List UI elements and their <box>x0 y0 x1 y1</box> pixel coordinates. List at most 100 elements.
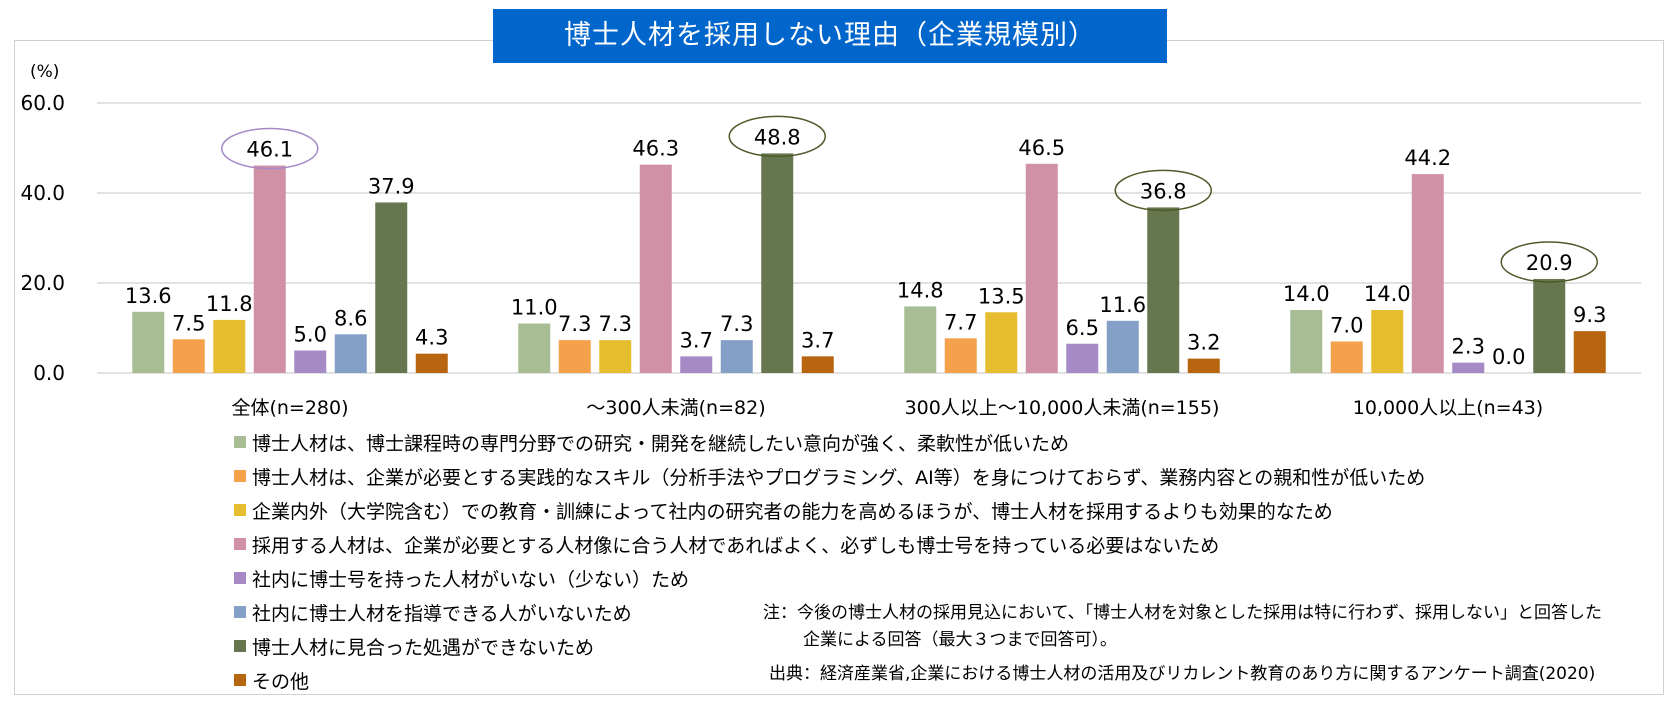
data-label: 8.6 <box>334 306 367 330</box>
source: 出典：経済産業省,企業における博士人材の活用及びリカレント教育のあり方に関するア… <box>769 664 1596 684</box>
bar-3-2 <box>944 338 977 373</box>
data-label: 5.0 <box>294 323 327 347</box>
bar-4-2 <box>1330 341 1363 373</box>
legend-label: 社内に博士人材を指導できる人がいないため <box>252 602 632 625</box>
category-label: 10,000人以上(n=43) <box>1353 397 1543 419</box>
legend-item: 博士人材は、企業が必要とする実践的なスキル（分析手法やプログラミング、AI等）を… <box>234 459 1425 493</box>
bar-4-1 <box>1290 310 1323 373</box>
bar-2-1 <box>518 323 551 373</box>
legend-label: その他 <box>252 670 310 693</box>
legend-label: 博士人材は、企業が必要とする実践的なスキル（分析手法やプログラミング、AI等）を… <box>252 466 1426 489</box>
data-label: 3.7 <box>801 328 834 352</box>
note: 注：今後の博士人材の採用見込において、「博士人材を対象とした採用は特に行わず、採… <box>763 600 1602 654</box>
data-label: 20.9 <box>1526 251 1573 275</box>
legend-label: 採用する人材は、企業が必要とする人材像に合う人材であればよく、必ずしも博士号を持… <box>252 534 1220 557</box>
data-label: 0.0 <box>1492 345 1525 369</box>
data-label: 2.3 <box>1452 335 1485 359</box>
category-label: 300人以上～10,000人未満(n=155) <box>905 397 1220 419</box>
legend-item: 博士人材に見合った処遇ができないため <box>234 629 1425 663</box>
bar-4-8 <box>1573 331 1606 373</box>
legend-item: 社内に博士人材を指導できる人がいないため <box>234 595 1425 629</box>
data-label: 7.3 <box>558 312 591 336</box>
legend: 博士人材は、博士課程時の専門分野での研究・開発を継続したい意向が強く、柔軟性が低… <box>234 425 1425 697</box>
bar-1-1 <box>132 311 165 373</box>
legend-swatch <box>234 470 246 482</box>
legend-label: 博士人材は、博士課程時の専門分野での研究・開発を継続したい意向が強く、柔軟性が低… <box>252 432 1070 455</box>
data-label: 7.3 <box>599 312 632 336</box>
data-label: 11.8 <box>206 292 253 316</box>
bar-2-3 <box>599 340 632 373</box>
data-label: 46.1 <box>246 138 293 162</box>
data-label: 4.3 <box>415 326 448 350</box>
bar-1-2 <box>172 339 205 373</box>
data-label: 14.8 <box>897 278 944 302</box>
legend-item: 社内に博士号を持った人材がいない（少ない）ため <box>234 561 1425 595</box>
legend-item: 採用する人材は、企業が必要とする人材像に合う人材であればよく、必ずしも博士号を持… <box>234 527 1425 561</box>
data-label: 11.6 <box>1099 293 1146 317</box>
data-label: 13.6 <box>125 284 172 308</box>
y-tick-label: 60.0 <box>20 91 65 115</box>
note-line-1: 注：今後の博士人材の採用見込において、「博士人材を対象とした採用は特に行わず、採… <box>763 603 1602 623</box>
bar-1-8 <box>415 353 448 373</box>
data-label: 13.5 <box>978 284 1025 308</box>
data-label: 7.3 <box>720 312 753 336</box>
legend-item: 博士人材は、博士課程時の専門分野での研究・開発を継続したい意向が強く、柔軟性が低… <box>234 425 1425 459</box>
y-tick-label: 40.0 <box>20 181 65 205</box>
note-line-2: 企業による回答（最大３つまで回答可）。 <box>803 630 1117 650</box>
bar-1-7 <box>375 202 408 373</box>
category-label: ～300人未満(n=82) <box>586 397 765 419</box>
bar-1-3 <box>213 319 246 373</box>
legend-label: 社内に博士号を持った人材がいない（少ない）ため <box>252 568 690 591</box>
highlight-ellipse <box>221 127 319 170</box>
bar-1-6 <box>334 334 367 373</box>
bar-4-7 <box>1533 278 1566 373</box>
data-label: 14.0 <box>1364 282 1411 306</box>
legend-swatch <box>234 436 246 448</box>
bar-2-4 <box>639 164 672 373</box>
bar-3-3 <box>985 312 1018 373</box>
data-label: 6.5 <box>1066 316 1099 340</box>
y-tick-label: 20.0 <box>20 271 65 295</box>
bar-3-7 <box>1147 207 1180 373</box>
bar-3-1 <box>904 306 937 373</box>
data-label: 7.5 <box>172 311 205 335</box>
bar-2-8 <box>801 356 834 373</box>
data-label: 44.2 <box>1404 146 1451 170</box>
data-label: 11.0 <box>511 296 558 320</box>
data-label: 3.2 <box>1187 331 1220 355</box>
bar-chart: 60.0 40.0 20.0 0.0 (%) 13.67.511.8 46.1 5.0 8.6 3… <box>20 62 1641 419</box>
highlight-ellipse <box>1114 169 1212 212</box>
bar-4-3 <box>1371 310 1404 373</box>
chart-title: 博士人材を採用しない理由（企業規模別） <box>493 9 1167 63</box>
data-label: 36.8 <box>1140 179 1187 203</box>
y-unit-label: (%) <box>30 62 59 82</box>
data-label: 37.9 <box>368 174 415 198</box>
data-label: 7.7 <box>944 310 977 334</box>
data-label: 48.8 <box>754 125 801 149</box>
legend-swatch <box>234 640 246 652</box>
bar-2-7 <box>761 153 794 373</box>
bar-2-5 <box>680 356 713 373</box>
data-label: 9.3 <box>1573 303 1606 327</box>
bar-1-4 <box>253 165 286 373</box>
data-label: 14.0 <box>1283 282 1330 306</box>
legend-swatch <box>234 504 246 516</box>
data-label: 46.3 <box>632 137 679 161</box>
bar-3-5 <box>1066 343 1099 373</box>
legend-swatch <box>234 674 246 686</box>
data-label: 3.7 <box>680 328 713 352</box>
legend-swatch <box>234 538 246 550</box>
bar-2-2 <box>558 340 591 373</box>
category-label: 全体(n=280) <box>231 397 348 419</box>
legend-label: 博士人材に見合った処遇ができないため <box>252 636 595 659</box>
data-label: 7.0 <box>1330 314 1363 338</box>
highlight-ellipse <box>728 115 826 158</box>
legend-item: その他 <box>234 663 1425 697</box>
highlight-ellipse <box>1500 241 1598 283</box>
data-label: 46.5 <box>1018 136 1065 160</box>
y-tick-label: 0.0 <box>33 361 65 385</box>
legend-label: 企業内外（大学院含む）での教育・訓練によって社内の研究者の能力を高めるほうが、博… <box>252 500 1333 523</box>
bar-3-8 <box>1187 358 1220 373</box>
bar-1-5 <box>294 350 327 373</box>
bar-4-5 <box>1452 362 1485 373</box>
